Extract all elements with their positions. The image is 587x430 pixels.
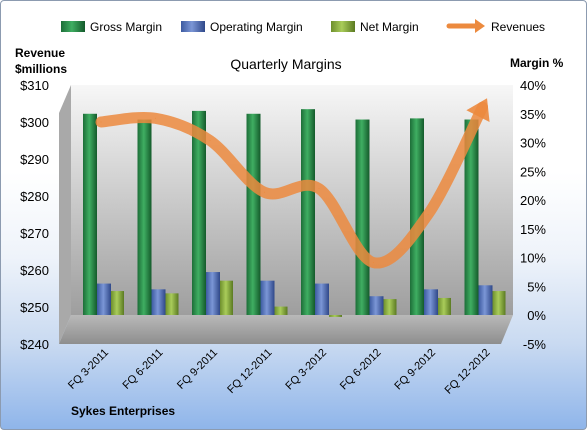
bar-net-margin — [492, 291, 506, 315]
bar-gross-margin — [410, 118, 424, 315]
left-tick-label: $260 — [20, 263, 49, 278]
right-axis-label: Margin % — [510, 56, 564, 70]
bar-operating-margin — [260, 280, 275, 315]
revenues-arrowhead — [466, 98, 490, 123]
category-label: FQ 6-2012 — [338, 347, 384, 393]
bar-net-margin — [329, 315, 342, 317]
bar-gross-margin — [246, 113, 261, 316]
legend-swatch-gross — [61, 21, 85, 32]
bar-net-margin — [220, 280, 233, 315]
bar-operating-margin — [424, 289, 438, 315]
left-axis-label-line1: Revenue — [15, 46, 65, 60]
right-tick-label: -5% — [523, 337, 547, 352]
right-tick-label: 5% — [527, 279, 546, 294]
chart-title: Quarterly Margins — [230, 56, 341, 72]
plot-side-wall — [59, 85, 71, 344]
legend-swatch-operating — [181, 21, 205, 32]
bar-operating-margin — [315, 283, 329, 315]
legend: Gross Margin Operating Margin Net Margin… — [61, 19, 545, 34]
bar-net-margin — [438, 297, 451, 315]
bar-layer — [83, 109, 506, 317]
revenues-point — [482, 106, 483, 108]
plot-back-wall — [71, 85, 513, 315]
left-axis-label-line2: $millions — [15, 62, 67, 76]
plot-floor — [59, 315, 513, 344]
bar-gross-margin — [137, 119, 152, 316]
right-tick-label: 10% — [520, 251, 546, 266]
revenue-line-layer — [95, 98, 490, 269]
bar-gross-margin — [301, 109, 315, 315]
category-label: FQ 9-2012 — [392, 347, 438, 393]
category-label: FQ 12-2011 — [225, 347, 274, 396]
bar-gross-margin — [83, 113, 97, 316]
legend-item-revenues: Revenues — [446, 19, 545, 34]
legend-swatch-net — [331, 21, 355, 32]
bar-gross-margin — [355, 119, 370, 316]
category-label: FQ 3-2011 — [66, 347, 111, 392]
left-tick-label: $250 — [20, 300, 49, 315]
revenues-point — [373, 262, 374, 264]
revenues-point — [264, 191, 265, 193]
right-tick-label: 15% — [520, 222, 546, 237]
bar-net-margin — [111, 291, 124, 315]
bar-gross-margin — [192, 110, 206, 316]
right-tick-label: 0% — [527, 308, 546, 323]
bar-net-margin — [383, 299, 397, 315]
revenues-point — [155, 117, 156, 119]
revenues-point — [318, 188, 320, 190]
right-tick-label: 25% — [520, 164, 546, 179]
bar-gross-margin — [464, 119, 479, 316]
category-label: FQ 6-2011 — [121, 347, 166, 392]
left-tick-label: $240 — [20, 337, 49, 352]
left-tick-label: $280 — [20, 189, 49, 204]
legend-label-operating: Operating Margin — [210, 20, 303, 34]
bar-operating-margin — [97, 283, 111, 315]
right-tick-label: 30% — [520, 136, 546, 151]
legend-label-net: Net Margin — [360, 20, 419, 34]
revenues-point — [209, 140, 211, 141]
bar-net-margin — [165, 293, 179, 315]
bar-operating-margin — [369, 296, 384, 315]
legend-label-revenues: Revenues — [491, 20, 545, 34]
legend-arrowhead-revenues — [475, 19, 485, 33]
revenues-point — [427, 214, 429, 215]
right-tick-label: 35% — [520, 107, 546, 122]
left-tick-label: $290 — [20, 152, 49, 167]
category-label: FQ 9-2011 — [175, 347, 220, 392]
right-tick-label: 40% — [520, 78, 546, 93]
bar-operating-margin — [478, 285, 493, 315]
legend-item-net: Net Margin — [331, 20, 419, 34]
left-tick-label: $300 — [20, 115, 49, 130]
left-tick-label: $310 — [20, 78, 49, 93]
bar-net-margin — [274, 306, 288, 315]
category-label: FQ 3-2012 — [283, 347, 329, 393]
revenues-point — [100, 121, 102, 123]
bar-operating-margin — [151, 289, 166, 315]
legend-item-operating: Operating Margin — [181, 20, 303, 34]
left-tick-label: $270 — [20, 226, 49, 241]
right-tick-label: 20% — [520, 193, 546, 208]
legend-item-gross: Gross Margin — [61, 20, 162, 34]
company-name: Sykes Enterprises — [71, 404, 175, 418]
bar-operating-margin — [206, 272, 220, 315]
legend-label-gross: Gross Margin — [90, 20, 162, 34]
category-label: FQ 12-2012 — [443, 347, 493, 397]
